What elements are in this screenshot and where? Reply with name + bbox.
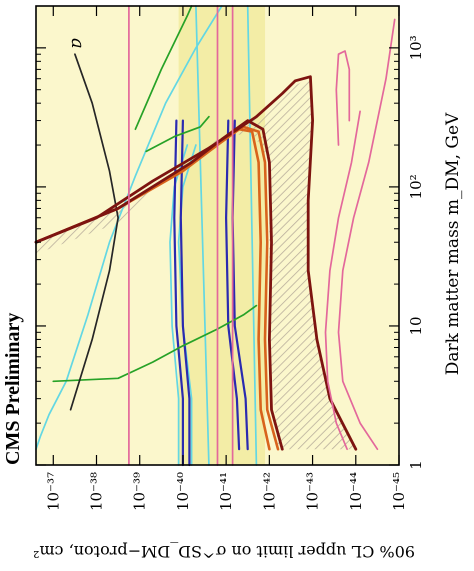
- series-line-green_b: [145, 115, 210, 153]
- series-line-blue_a: [173, 119, 184, 467]
- x-tick-label: 10⁻³⁸: [88, 472, 106, 511]
- series-line-cyan_a: [35, 5, 223, 451]
- x-tick-label: 10⁻⁴³: [304, 472, 322, 511]
- x-tick-label: 10⁻⁴⁰: [174, 472, 192, 511]
- x-tick-label: 10⁻³⁷: [44, 472, 62, 511]
- series-line-pink_e: [324, 110, 361, 451]
- series-line-blue_c: [225, 119, 241, 451]
- excluded-region-hatch: [36, 76, 356, 450]
- y-tick-label: 10²: [407, 174, 425, 199]
- y-axis-title: Dark matter mass m_DM, GeV: [443, 112, 463, 375]
- series-line-black_a: [69, 53, 119, 411]
- highlight-band: [178, 6, 266, 465]
- series-line-darkred_b: [34, 75, 358, 451]
- series-line-pink_f: [335, 50, 351, 146]
- x-axis-title: 90% CL upper limit on σ^SD_DM−proton, cm…: [33, 542, 415, 561]
- x-tick-label: 10⁻³⁹: [131, 472, 149, 511]
- x-tick-label: 10⁻⁴⁵: [390, 472, 408, 511]
- series-line-cyan_d: [195, 5, 210, 466]
- series-line-cyan_b: [169, 144, 189, 466]
- series-line-darkred_a: [34, 119, 284, 451]
- series-line-cyan_e: [246, 5, 258, 466]
- plot-frame: [35, 5, 400, 466]
- panel-label: a: [67, 38, 88, 49]
- series-line-pink_d: [337, 18, 396, 451]
- series-line-green_c: [134, 5, 193, 131]
- y-tick-label: 10: [407, 316, 425, 335]
- series-line-green_a: [52, 304, 258, 383]
- y-tick-label: 10³: [407, 35, 425, 60]
- x-tick-label: 10⁻⁴¹: [217, 472, 235, 511]
- x-tick-label: 10⁻⁴²: [260, 472, 278, 511]
- series-line-blue_b: [179, 119, 191, 467]
- x-tick-label: 10⁻⁴⁴: [347, 472, 365, 511]
- y-tick-label: 1: [407, 460, 425, 470]
- series-line-cyan_c: [177, 144, 197, 466]
- cms-preliminary-watermark: CMS Preliminary: [2, 313, 24, 465]
